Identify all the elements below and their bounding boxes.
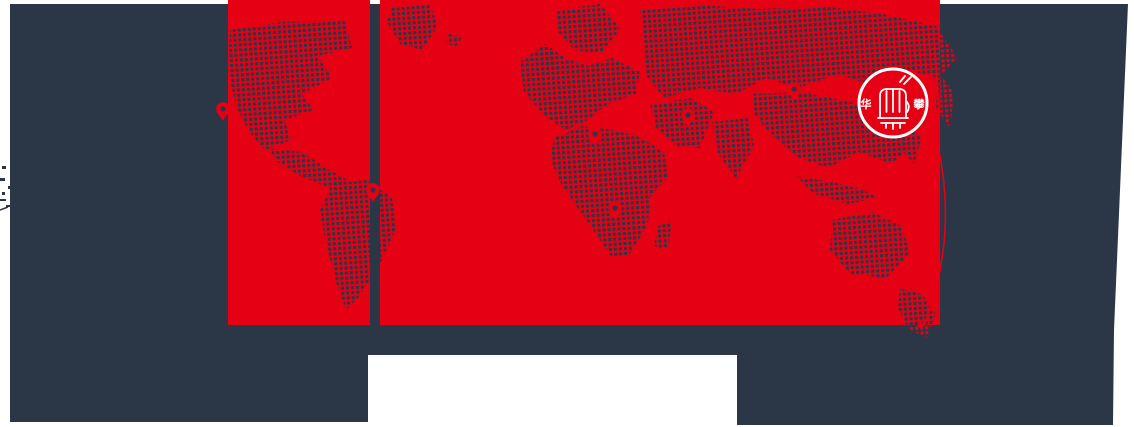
pin-africa[interactable] <box>608 201 622 220</box>
pin-central-asia[interactable] <box>681 108 695 127</box>
pin-north-america[interactable] <box>216 102 230 121</box>
pin-east-asia[interactable] <box>787 82 801 101</box>
raised-fist-icon <box>877 75 912 130</box>
emblem-left-character: 华 <box>861 97 872 111</box>
edge-dot-fragments <box>0 166 13 211</box>
route-curve <box>916 145 947 328</box>
emblem-right-character: 攀 <box>913 97 926 111</box>
pin-south-america[interactable] <box>366 183 380 202</box>
pin-europe[interactable] <box>588 127 602 146</box>
fist-emblem: 华 攀 <box>857 67 929 139</box>
map-pins <box>216 82 801 220</box>
